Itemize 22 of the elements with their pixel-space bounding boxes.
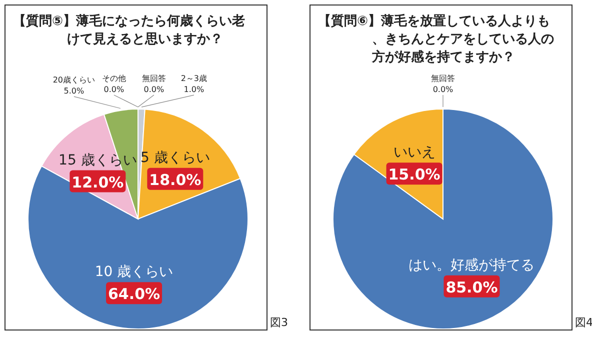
category-label: 無回答	[431, 74, 455, 83]
chart-title: 【質問⑤】薄毛になったら何歳くらい老けて見えると思いますか？	[13, 13, 246, 47]
category-label: 無回答	[142, 74, 166, 83]
data-label: 12.0%	[72, 173, 124, 192]
slice-label: 2～3歳	[180, 74, 208, 84]
slice-label: 20歳くらい	[52, 76, 96, 85]
slice-label: いいえ	[393, 144, 436, 161]
data-label: 5.0%	[64, 86, 84, 96]
data-label: 15.0%	[388, 166, 440, 184]
chart-title: 【質問⑥】薄毛を放置している人よりも、きちんとケアをしている人の方が好感を持てますか？	[318, 13, 554, 65]
slice-label: 10 歳くらい	[94, 264, 174, 280]
slice-label: 15 歳くらい	[58, 152, 137, 168]
text: 0.0%	[144, 85, 164, 94]
category-label: その他	[102, 74, 126, 83]
text: 0.0%	[432, 85, 454, 94]
data-label: 64.0%	[108, 285, 160, 304]
data-label: 1.0%	[184, 85, 204, 94]
caption: 図3	[270, 316, 288, 329]
slice-label: はい。好感が持てる	[408, 257, 535, 274]
data-label: 85.0%	[446, 278, 498, 296]
text: 0.0%	[104, 85, 124, 94]
data-label: 18.0%	[149, 170, 202, 189]
